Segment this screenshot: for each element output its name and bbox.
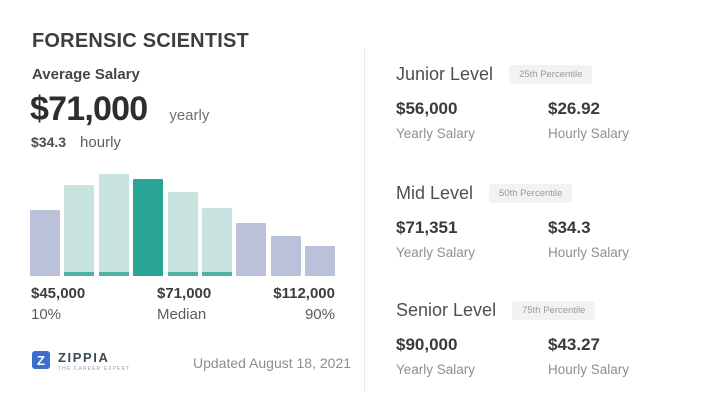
brand-footer: Z ZIPPIA THE CAREER EXPERT — [32, 351, 130, 372]
senior-level-header: Senior Level 75th Percentile — [396, 300, 700, 321]
mid-hourly-column: $34.3 Hourly Salary — [548, 218, 700, 260]
yearly-salary-value: $71,000 — [30, 90, 148, 128]
junior-yearly-column: $56,000 Yearly Salary — [396, 99, 548, 141]
hourly-unit-label: hourly — [80, 134, 121, 151]
page-title: FORENSIC SCIENTIST — [32, 30, 249, 52]
junior-hourly-label: Hourly Salary — [548, 126, 630, 141]
histogram-bar — [201, 208, 232, 276]
mid-level-section: Mid Level 50th Percentile $71,351 Yearly… — [396, 183, 700, 260]
percentile-10-value: $45,000 — [31, 285, 86, 302]
junior-yearly-label: Yearly Salary — [396, 126, 476, 141]
senior-level-values: $90,000 Yearly Salary $43.27 Hourly Sala… — [396, 335, 700, 377]
senior-yearly-value: $90,000 — [396, 335, 458, 354]
brand-name: ZIPPIA — [58, 350, 110, 365]
histogram-bar — [30, 210, 60, 276]
junior-hourly-value: $26.92 — [548, 99, 600, 118]
updated-date: Updated August 18, 2021 — [193, 355, 352, 371]
mid-hourly-value: $34.3 — [548, 218, 591, 237]
mid-hourly-label: Hourly Salary — [548, 245, 630, 260]
histogram-bar — [167, 192, 198, 276]
histogram-bar — [133, 179, 164, 276]
median-label: Median — [157, 306, 207, 323]
mid-yearly-value: $71,351 — [396, 218, 458, 237]
bar-accent-strip — [201, 272, 232, 276]
junior-level-section: Junior Level 25th Percentile $56,000 Yea… — [396, 64, 700, 141]
histogram-bar — [64, 185, 95, 276]
average-salary-label: Average Salary — [32, 66, 140, 83]
mid-level-values: $71,351 Yearly Salary $34.3 Hourly Salar… — [396, 218, 700, 260]
hourly-salary-row: $34.3 hourly — [31, 134, 121, 151]
histogram-axis-labels: $45,000 10% $71,000 Median $112,000 90% — [30, 285, 335, 323]
mid-level-title: Mid Level — [396, 183, 474, 203]
yearly-salary-row: $71,000 yearly — [30, 90, 209, 129]
histogram-bar — [305, 246, 335, 276]
salary-distribution-histogram — [30, 174, 335, 276]
vertical-divider — [364, 48, 365, 392]
percentile-90-value: $112,000 — [273, 285, 335, 302]
senior-yearly-column: $90,000 Yearly Salary — [396, 335, 548, 377]
senior-yearly-label: Yearly Salary — [396, 362, 476, 377]
brand-tagline: THE CAREER EXPERT — [58, 366, 131, 372]
mid-yearly-label: Yearly Salary — [396, 245, 476, 260]
senior-level-section: Senior Level 75th Percentile $90,000 Yea… — [396, 300, 700, 377]
senior-hourly-label: Hourly Salary — [548, 362, 630, 377]
brand-wordmark: ZIPPIA THE CAREER EXPERT — [58, 350, 131, 373]
hourly-salary-value: $34.3 — [31, 134, 67, 150]
bar-accent-strip — [167, 272, 198, 276]
mid-level-header: Mid Level 50th Percentile — [396, 183, 700, 204]
bar-accent-strip — [98, 272, 129, 276]
median-value: $71,000 — [157, 285, 212, 302]
histogram-bar — [236, 223, 267, 276]
junior-percentile-badge: 25th Percentile — [509, 65, 593, 84]
zippia-logo-icon: Z — [32, 351, 50, 369]
yearly-unit-label: yearly — [169, 107, 210, 124]
senior-level-title: Senior Level — [396, 300, 497, 320]
junior-level-title: Junior Level — [396, 64, 494, 84]
mid-percentile-badge: 50th Percentile — [489, 184, 573, 203]
junior-yearly-value: $56,000 — [396, 99, 458, 118]
median-marker: $71,000 Median — [157, 285, 211, 323]
senior-percentile-badge: 75th Percentile — [512, 301, 596, 320]
percentile-90-marker: $112,000 90% — [273, 285, 335, 323]
senior-hourly-column: $43.27 Hourly Salary — [548, 335, 700, 377]
senior-hourly-value: $43.27 — [548, 335, 600, 354]
bar-accent-strip — [64, 272, 95, 276]
junior-level-values: $56,000 Yearly Salary $26.92 Hourly Sala… — [396, 99, 700, 141]
junior-hourly-column: $26.92 Hourly Salary — [548, 99, 700, 141]
mid-yearly-column: $71,351 Yearly Salary — [396, 218, 548, 260]
histogram-bar — [98, 174, 129, 276]
percentile-10-marker: $45,000 10% — [31, 285, 85, 323]
percentile-10-label: 10% — [31, 306, 62, 323]
histogram-bar — [270, 236, 301, 276]
percentile-90-label: 90% — [304, 306, 335, 323]
junior-level-header: Junior Level 25th Percentile — [396, 64, 700, 85]
